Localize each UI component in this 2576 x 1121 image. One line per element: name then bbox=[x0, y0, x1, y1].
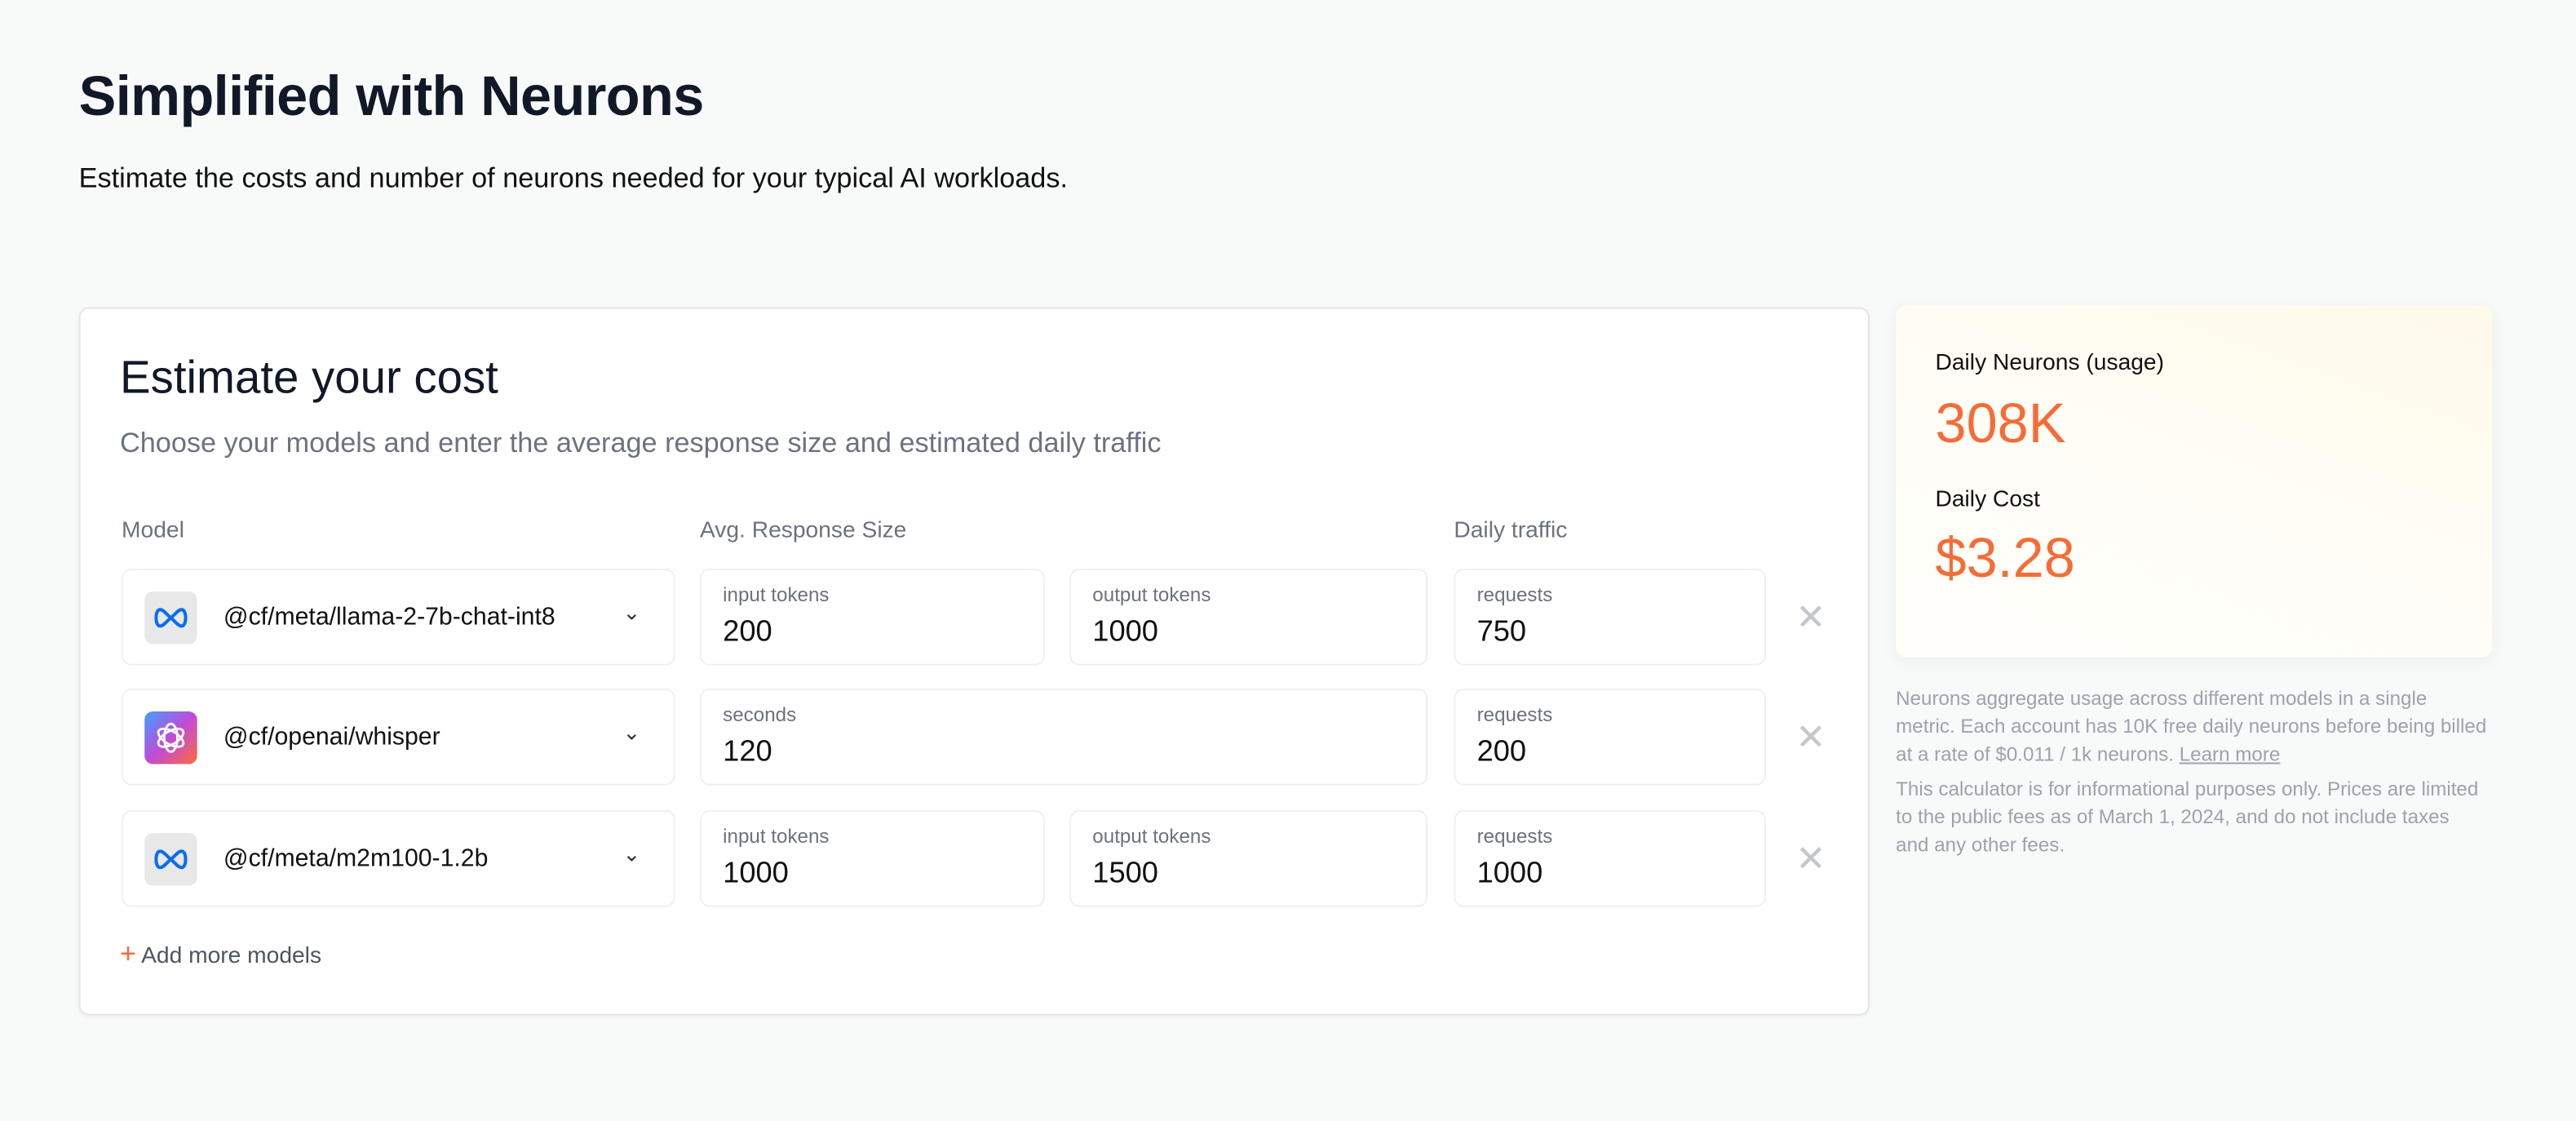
field-value: 1000 bbox=[723, 856, 789, 889]
field-value: 750 bbox=[1476, 614, 1527, 648]
add-label: Add more models bbox=[141, 942, 322, 968]
remove-model-button[interactable]: ✕ bbox=[1795, 716, 1826, 758]
field-value: 1000 bbox=[1092, 614, 1158, 648]
seconds-field[interactable]: seconds 120 bbox=[699, 688, 1428, 786]
card-description: Choose your models and enter the average… bbox=[120, 427, 1162, 459]
input-tokens-field[interactable]: input tokens 1000 bbox=[699, 809, 1045, 907]
field-value: 1500 bbox=[1092, 856, 1158, 889]
cost-value: $3.28 bbox=[1935, 527, 2075, 591]
field-label: output tokens bbox=[1092, 825, 1211, 849]
field-label: requests bbox=[1476, 583, 1553, 607]
results-card: Daily Neurons (usage) 308K Daily Cost $3… bbox=[1896, 305, 2493, 658]
output-tokens-field[interactable]: output tokens 1000 bbox=[1069, 568, 1428, 666]
neurons-value: 308K bbox=[1935, 392, 2066, 455]
model-select[interactable]: @cf/meta/llama-2-7b-chat-int8 ⌄ bbox=[122, 568, 675, 666]
meta-icon bbox=[144, 592, 197, 645]
meta-icon bbox=[144, 833, 197, 886]
model-name: @cf/meta/llama-2-7b-chat-int8 bbox=[223, 603, 555, 631]
plus-icon: + bbox=[120, 937, 137, 970]
remove-model-button[interactable]: ✕ bbox=[1795, 838, 1826, 880]
requests-field[interactable]: requests 1000 bbox=[1454, 809, 1767, 907]
requests-field[interactable]: requests 750 bbox=[1454, 568, 1767, 666]
column-model: Model bbox=[122, 516, 184, 543]
field-label: seconds bbox=[723, 702, 797, 727]
neurons-note: Neurons aggregate usage across different… bbox=[1896, 685, 2487, 769]
field-label: output tokens bbox=[1092, 583, 1211, 607]
field-value: 200 bbox=[1476, 734, 1527, 768]
model-name: @cf/meta/m2m100-1.2b bbox=[223, 844, 489, 873]
chevron-down-icon: ⌄ bbox=[622, 720, 641, 745]
field-value: 200 bbox=[723, 614, 772, 648]
field-label: input tokens bbox=[723, 583, 830, 607]
field-value: 120 bbox=[723, 734, 772, 768]
neurons-label: Daily Neurons (usage) bbox=[1935, 348, 2165, 375]
field-label: input tokens bbox=[723, 825, 830, 849]
openai-icon bbox=[144, 711, 197, 764]
field-value: 1000 bbox=[1476, 856, 1543, 889]
disclaimer-note: This calculator is for informational pur… bbox=[1896, 777, 2479, 857]
neurons-note-text: Neurons aggregate usage across different… bbox=[1896, 686, 2487, 766]
remove-model-button[interactable]: ✕ bbox=[1795, 596, 1826, 638]
input-tokens-field[interactable]: input tokens 200 bbox=[699, 568, 1045, 666]
column-response-size: Avg. Response Size bbox=[699, 516, 907, 543]
learn-more-link[interactable]: Learn more bbox=[2179, 742, 2281, 766]
model-select[interactable]: @cf/openai/whisper ⌄ bbox=[122, 688, 675, 786]
model-select[interactable]: @cf/meta/m2m100-1.2b ⌄ bbox=[122, 809, 675, 907]
chevron-down-icon: ⌄ bbox=[622, 600, 641, 625]
field-label: requests bbox=[1476, 702, 1553, 727]
model-name: @cf/openai/whisper bbox=[223, 723, 440, 751]
estimate-card: Estimate your cost Choose your models an… bbox=[78, 307, 1870, 1016]
output-tokens-field[interactable]: output tokens 1500 bbox=[1069, 809, 1428, 907]
column-daily-traffic: Daily traffic bbox=[1454, 516, 1568, 543]
cost-label: Daily Cost bbox=[1935, 485, 2040, 512]
page-subtitle: Estimate the costs and number of neurons… bbox=[78, 162, 1069, 194]
requests-field[interactable]: requests 200 bbox=[1454, 688, 1767, 786]
add-more-models-button[interactable]: + Add more models bbox=[120, 938, 321, 971]
field-label: requests bbox=[1476, 825, 1553, 849]
page-title: Simplified with Neurons bbox=[78, 65, 705, 129]
card-title: Estimate your cost bbox=[120, 351, 498, 403]
chevron-down-icon: ⌄ bbox=[622, 841, 641, 866]
